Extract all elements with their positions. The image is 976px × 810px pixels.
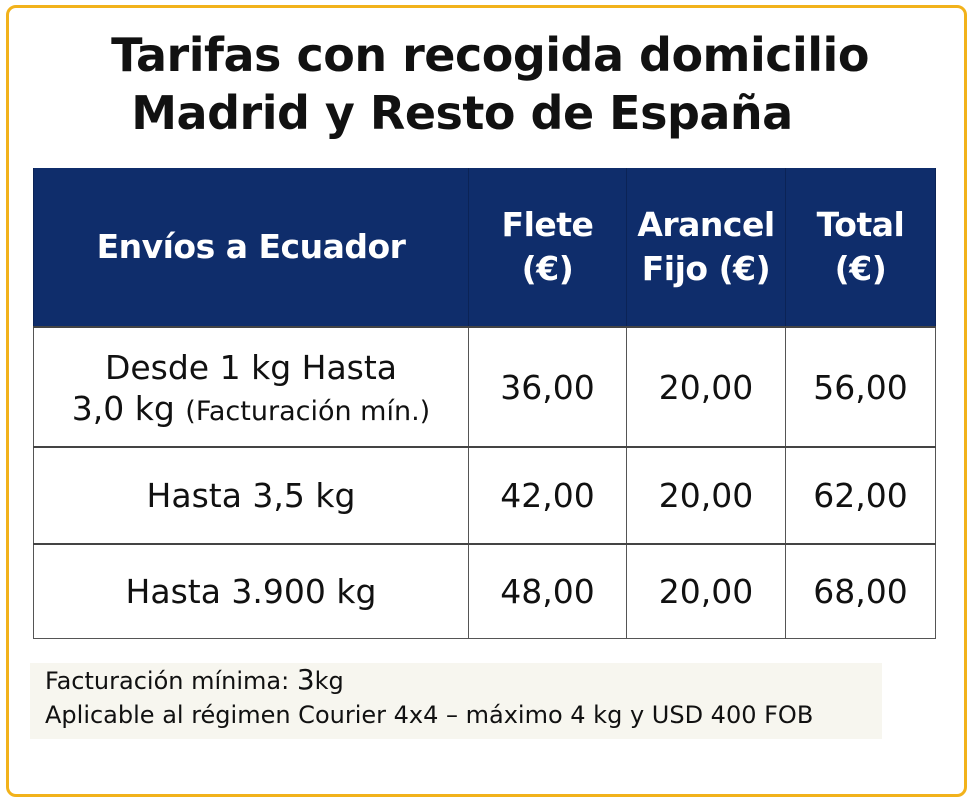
table-row: Hasta 3,5 kg 42,00 20,00 62,00	[33, 446, 936, 545]
row-total: 68,00	[785, 543, 936, 639]
title-line-1: Tarifas con recogida domicilio	[111, 28, 869, 82]
row-freight: 42,00	[468, 446, 627, 545]
header-duty: Arancel Fijo (€)	[626, 168, 786, 327]
header-freight: Flete (€)	[468, 168, 627, 327]
rates-table: Envíos a Ecuador Flete (€) Arancel Fijo …	[33, 168, 936, 639]
row-duty: 20,00	[626, 326, 786, 448]
row-total: 56,00	[785, 326, 936, 448]
minimum-billing-note: (Facturación mín.)	[185, 395, 431, 427]
notes-box: Facturación mínima: 3kg Aplicable al rég…	[30, 663, 882, 739]
header-shipments: Envíos a Ecuador	[33, 168, 469, 327]
row-description: Hasta 3.900 kg	[33, 543, 469, 639]
table-header-row: Envíos a Ecuador Flete (€) Arancel Fijo …	[33, 168, 936, 327]
row-duty: 20,00	[626, 446, 786, 545]
table-row: Desde 1 kg Hasta 3,0 kg (Facturación mín…	[33, 326, 936, 448]
applicable-regime-line: Aplicable al régimen Courier 4x4 – máxim…	[45, 701, 814, 729]
page-title: Tarifas con recogida domicilio Madrid y …	[0, 26, 976, 142]
row-description: Hasta 3,5 kg	[33, 446, 469, 545]
minimum-billing-line: Facturación mínima: 3kg	[45, 663, 344, 696]
table-row: Hasta 3.900 kg 48,00 20,00 68,00	[33, 543, 936, 639]
title-line-2: Madrid y Resto de España	[131, 86, 793, 140]
row-duty: 20,00	[626, 543, 786, 639]
row-description: Desde 1 kg Hasta 3,0 kg (Facturación mín…	[33, 326, 469, 448]
row-freight: 36,00	[468, 326, 627, 448]
row-freight: 48,00	[468, 543, 627, 639]
header-total: Total (€)	[785, 168, 936, 327]
row-total: 62,00	[785, 446, 936, 545]
